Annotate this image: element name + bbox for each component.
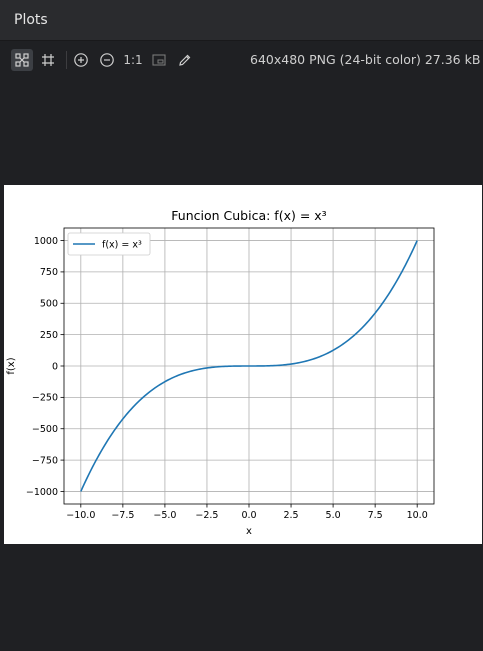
actual-size-button[interactable]: 1:1 bbox=[123, 53, 143, 67]
x-tick-label: 2.5 bbox=[283, 510, 298, 521]
color-picker-icon[interactable] bbox=[174, 49, 196, 71]
y-tick-label: 0 bbox=[52, 361, 58, 372]
y-tick-label: 500 bbox=[40, 299, 58, 310]
y-tick-label: −1000 bbox=[26, 487, 58, 498]
axes-frame bbox=[63, 227, 435, 505]
x-tick-label: 10.0 bbox=[407, 510, 428, 521]
grid-icon[interactable] bbox=[37, 49, 59, 71]
background-icon[interactable] bbox=[148, 49, 170, 71]
cubic-function-chart: Funcion Cubica: f(x) = x³ −10.0 −7.5 −5.0−… bbox=[6, 208, 435, 537]
fit-icon[interactable] bbox=[11, 49, 33, 71]
x-tick-label: 5.0 bbox=[326, 510, 341, 521]
axis-ticks: −10.0 −7.5 −5.0 −2.5 0.0 2.5 5.0 7.5 10.0 −1000 −7… bbox=[26, 236, 428, 521]
zoom-in-icon[interactable] bbox=[70, 49, 92, 71]
image-info-text: 640x480 PNG (24-bit color) 27.36 kB bbox=[250, 52, 481, 67]
y-tick-label: 250 bbox=[40, 330, 58, 341]
y-tick-label: 1000 bbox=[34, 236, 58, 247]
toolbar-separator bbox=[66, 51, 67, 69]
x-tick-label: −7.5 bbox=[111, 510, 134, 521]
plot-image: Funcion Cubica: f(x) = x³ −10.0 −7.5 −5.0−… bbox=[4, 185, 482, 544]
x-axis-label: x bbox=[246, 526, 252, 537]
y-tick-label: −250 bbox=[32, 393, 58, 404]
y-axis-label: f(x) bbox=[6, 357, 17, 374]
plot-toolbar: 1:1 bbox=[0, 41, 483, 77]
plots-panel-header: Plots bbox=[0, 0, 483, 41]
legend-box bbox=[67, 232, 151, 256]
series-line bbox=[80, 240, 418, 492]
legend: f(x) = x³ bbox=[67, 232, 151, 256]
panel-title: Plots bbox=[14, 12, 48, 28]
chart-title: Funcion Cubica: f(x) = x³ bbox=[171, 208, 326, 223]
legend-entry: f(x) = x³ bbox=[102, 240, 142, 251]
x-tick-label: 0.0 bbox=[241, 510, 256, 521]
y-tick-label: 750 bbox=[40, 267, 58, 278]
zoom-out-icon[interactable] bbox=[96, 49, 118, 71]
series-layer bbox=[80, 240, 418, 492]
x-tick-label: 7.5 bbox=[368, 510, 383, 521]
x-tick-label: −2.5 bbox=[195, 510, 218, 521]
y-tick-label: −500 bbox=[32, 424, 58, 435]
x-tick-label: −5.0 bbox=[153, 510, 176, 521]
y-tick-label: −750 bbox=[32, 455, 58, 466]
x-tick-label: −10.0 bbox=[66, 510, 95, 521]
